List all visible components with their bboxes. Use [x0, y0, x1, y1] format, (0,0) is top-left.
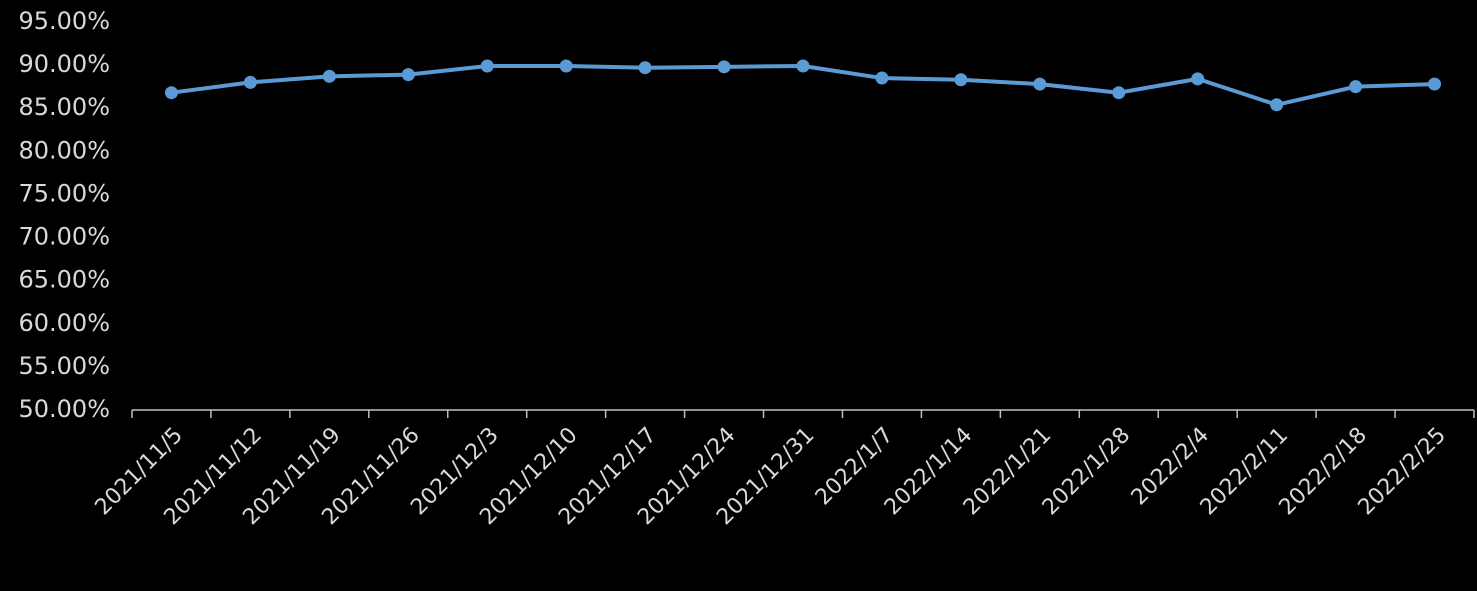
point	[875, 71, 889, 85]
y-tick-label: 70.00%	[18, 223, 110, 251]
point	[164, 86, 178, 100]
point	[1270, 98, 1284, 112]
y-tick-label: 85.00%	[18, 93, 110, 121]
y-tick-label: 75.00%	[18, 179, 110, 207]
y-tick-label: 80.00%	[18, 136, 110, 164]
y-tick-label: 90.00%	[18, 50, 110, 78]
point	[1033, 77, 1047, 91]
y-tick-label: 55.00%	[18, 352, 110, 380]
point	[480, 59, 494, 73]
point	[638, 61, 652, 75]
point	[796, 59, 810, 73]
point	[717, 60, 731, 74]
point	[401, 68, 415, 82]
point	[1349, 80, 1363, 94]
point	[1191, 72, 1205, 86]
y-tick-label: 95.00%	[18, 7, 110, 35]
point	[559, 59, 573, 73]
point	[954, 73, 968, 87]
y-tick-label: 50.00%	[18, 395, 110, 423]
point	[1112, 86, 1126, 100]
point	[243, 75, 257, 89]
y-tick-label: 65.00%	[18, 266, 110, 294]
point	[1428, 77, 1442, 91]
y-tick-label: 60.00%	[18, 309, 110, 337]
point	[322, 69, 336, 83]
